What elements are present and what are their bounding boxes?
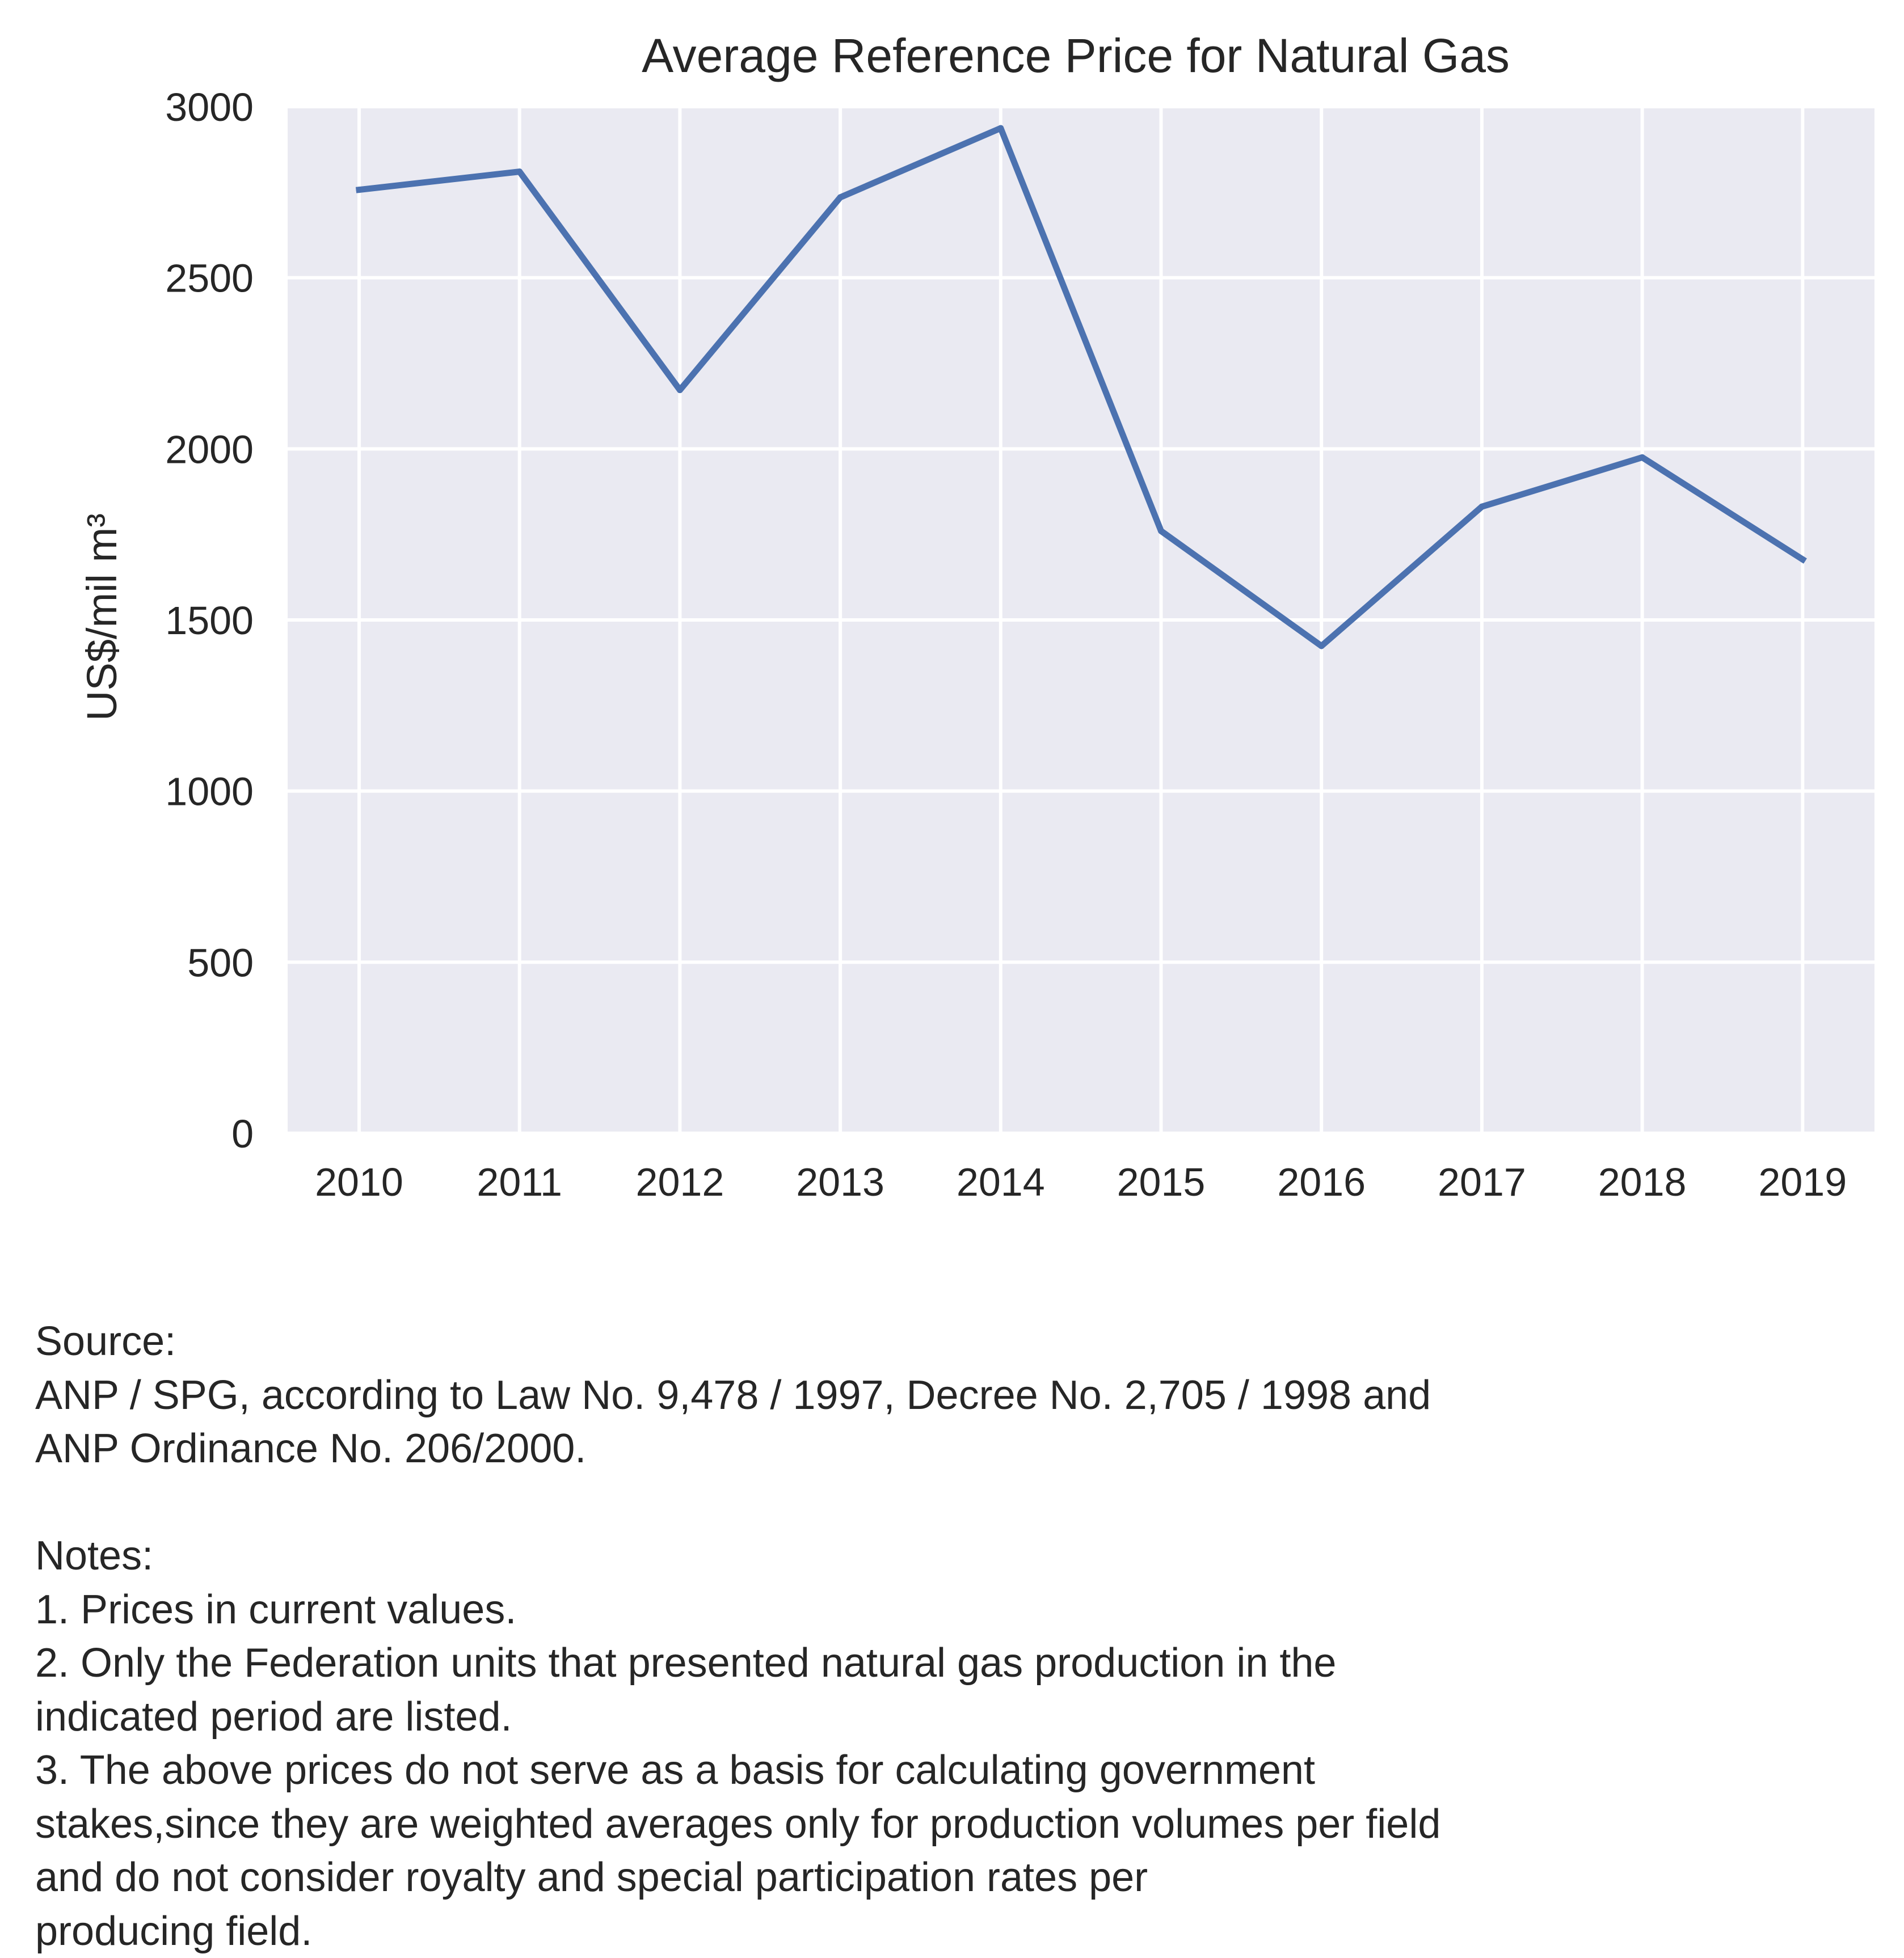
data-point	[516, 168, 523, 175]
footnote-line: ANP / SPG, according to Law No. 9,478 / …	[35, 1372, 1431, 1418]
footnote-line: 3. The above prices do not serve as a ba…	[35, 1748, 1315, 1793]
footnote-line: Notes:	[35, 1533, 154, 1579]
data-point	[676, 387, 683, 394]
footnote: Source: ANP / SPG, according to Law No. 9…	[35, 1315, 1879, 1958]
y-tick-label: 0	[231, 1112, 254, 1156]
data-point	[1639, 454, 1646, 461]
chart-title: Average Reference Price for Natural Gas	[642, 29, 1510, 82]
data-point	[997, 125, 1004, 132]
footnote-line: stakes,since they are weighted averages …	[35, 1801, 1441, 1847]
data-point	[356, 187, 363, 193]
data-point	[1478, 503, 1485, 510]
y-tick-label: 3000	[165, 85, 254, 129]
y-tick-label: 1500	[165, 598, 254, 643]
x-tick-label: 2011	[477, 1160, 562, 1204]
footnote-line: indicated period are listed.	[35, 1694, 512, 1740]
x-tick-label: 2019	[1758, 1160, 1847, 1204]
y-tick-label: 2500	[165, 256, 254, 301]
x-tick-label: 2015	[1117, 1160, 1206, 1204]
footnote-line: producing field.	[35, 1908, 313, 1954]
x-tick-label: 2010	[315, 1160, 403, 1204]
series-layer	[355, 125, 1807, 649]
x-tick-label: 2012	[636, 1160, 724, 1204]
x-tick-label: 2013	[796, 1160, 884, 1204]
y-axis: 0 500 1000 1500 2000 2500 3000	[165, 85, 254, 1156]
x-tick-label: 2014	[957, 1160, 1045, 1204]
x-tick-label: 2017	[1438, 1160, 1526, 1204]
chart: Average Reference Price for Natural Gas …	[78, 29, 1874, 1204]
footnote-line: 2. Only the Federation units that presen…	[35, 1640, 1337, 1686]
x-tick-label: 2018	[1598, 1160, 1687, 1204]
x-tick-label: 2016	[1277, 1160, 1366, 1204]
data-point	[1799, 556, 1806, 563]
grid	[288, 105, 1874, 1135]
footnote-line: 1. Prices in current values.	[35, 1586, 517, 1632]
footnote-line: Source:	[35, 1319, 176, 1364]
data-point	[837, 194, 844, 201]
footnote-line: and do not consider royalty and special …	[35, 1855, 1148, 1900]
series-line	[355, 125, 1807, 649]
x-axis: 2010 2011 2012 2013 2014 2015 2016 2017 2018 2019	[315, 1160, 1847, 1204]
footnote-line: ANP Ordinance No. 206/2000.	[35, 1426, 587, 1471]
data-point	[1318, 643, 1325, 649]
y-tick-label: 500	[187, 940, 254, 985]
footnote-line	[35, 1476, 1879, 1530]
y-tick-label: 1000	[165, 770, 254, 814]
y-tick-label: 2000	[165, 427, 254, 471]
y-axis-label: US$/mil m³	[78, 513, 125, 721]
data-point	[1158, 528, 1164, 534]
